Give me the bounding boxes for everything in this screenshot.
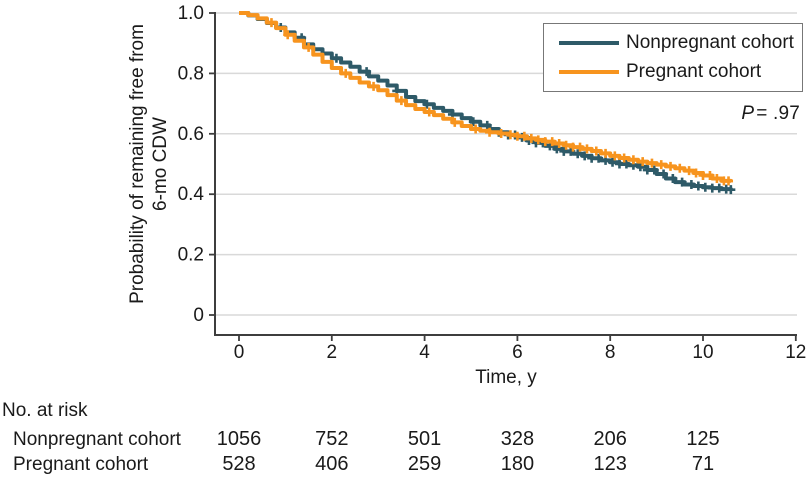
censor-mark-icon xyxy=(691,168,701,178)
censor-mark-icon xyxy=(422,99,432,109)
nonpregnant-line-swatch-icon xyxy=(559,41,619,45)
censor-mark-icon xyxy=(635,162,645,172)
censor-mark-icon xyxy=(675,163,685,173)
censor-mark-icon xyxy=(496,128,506,138)
pregnant-line-swatch-icon xyxy=(559,70,619,74)
legend-entry-pregnant: Pregnant cohort xyxy=(559,61,802,83)
censor-mark-icon xyxy=(649,165,659,175)
x-tick-label: 6 xyxy=(512,342,523,363)
y-axis-title-line2: 6-mo CDW xyxy=(150,117,171,211)
x-tick-label: 8 xyxy=(605,342,616,363)
x-tick-label: 12 xyxy=(785,342,806,363)
x-tick-label: 2 xyxy=(327,342,338,363)
risk-value: 206 xyxy=(593,428,627,450)
censor-mark-icon xyxy=(283,30,293,40)
censor-mark-icon xyxy=(468,117,478,127)
y-tick-label: 0.8 xyxy=(178,63,204,84)
censor-mark-icon xyxy=(724,176,734,186)
censor-mark-icon xyxy=(552,144,562,154)
risk-value: 1056 xyxy=(216,428,262,450)
risk-value: 71 xyxy=(691,453,715,475)
risk-row-label-nonpregnant: Nonpregnant cohort xyxy=(13,429,181,450)
censor-mark-icon xyxy=(726,185,736,195)
censor-mark-icon xyxy=(561,140,571,150)
censor-mark-icon xyxy=(573,149,583,159)
x-axis-title: Time, y xyxy=(475,367,537,388)
y-tick-label: 0.2 xyxy=(178,245,204,266)
risk-value: 752 xyxy=(315,428,349,450)
censor-mark-icon xyxy=(591,146,601,156)
censor-mark-icon xyxy=(619,153,629,163)
censor-mark-icon xyxy=(266,18,276,28)
censor-mark-icon xyxy=(554,138,564,148)
censor-mark-icon xyxy=(594,153,604,163)
censor-mark-icon xyxy=(304,42,314,52)
legend-label-nonpregnant: Nonpregnant cohort xyxy=(626,32,794,53)
x-tick-label: 0 xyxy=(234,342,245,363)
censor-mark-icon xyxy=(362,67,372,77)
censor-mark-icon xyxy=(580,151,590,161)
p-value-symbol: P xyxy=(741,103,755,124)
censor-mark-icon xyxy=(659,169,669,179)
legend-label-pregnant: Pregnant cohort xyxy=(626,61,762,82)
censor-mark-icon xyxy=(656,160,666,170)
p-value-annotation: P = .97 xyxy=(741,103,800,125)
censor-mark-icon xyxy=(610,151,620,161)
risk-value: 328 xyxy=(500,428,535,450)
censor-mark-icon xyxy=(628,155,638,165)
censor-mark-icon xyxy=(712,173,722,183)
censor-mark-icon xyxy=(482,120,492,130)
censor-mark-icon xyxy=(647,158,657,168)
censor-mark-icon xyxy=(547,137,557,147)
censor-mark-icon xyxy=(450,117,460,127)
censor-mark-icon xyxy=(505,130,515,140)
y-tick-label: 0.4 xyxy=(178,184,205,205)
censor-mark-icon xyxy=(601,148,611,158)
censor-mark-icon xyxy=(666,161,676,171)
risk-value: 123 xyxy=(593,453,627,475)
censor-mark-icon xyxy=(485,127,495,137)
x-tick-label: 10 xyxy=(692,342,713,363)
legend-entry-nonpregnant: Nonpregnant cohort xyxy=(559,32,802,54)
censor-mark-icon xyxy=(705,170,715,180)
x-tick-label: 4 xyxy=(419,342,430,363)
censor-mark-icon xyxy=(519,131,529,141)
y-axis-title: Probability of remaining free from 6-mo … xyxy=(126,0,174,334)
censor-mark-icon xyxy=(341,68,351,78)
risk-value: 259 xyxy=(407,453,442,475)
censor-mark-icon xyxy=(677,177,687,187)
risk-table-title: No. at risk xyxy=(2,400,88,421)
censor-mark-icon xyxy=(686,180,696,190)
risk-value: 528 xyxy=(222,453,256,475)
y-tick-label: 1.0 xyxy=(178,3,204,24)
censor-mark-icon xyxy=(533,135,543,145)
censor-mark-icon xyxy=(684,166,694,176)
censor-mark-icon xyxy=(582,144,592,154)
risk-row-label-pregnant: Pregnant cohort xyxy=(13,454,149,475)
risk-value: 180 xyxy=(500,453,535,475)
censor-mark-icon xyxy=(369,81,379,91)
censor-mark-icon xyxy=(638,157,648,167)
censor-mark-icon xyxy=(608,157,618,167)
censor-mark-icon xyxy=(668,173,678,183)
p-value-number: = .97 xyxy=(756,103,800,124)
censor-mark-icon xyxy=(471,124,481,134)
censor-mark-icon xyxy=(526,133,536,143)
risk-value: 125 xyxy=(686,428,720,450)
censor-mark-icon xyxy=(331,53,341,63)
risk-value: 501 xyxy=(407,428,442,450)
y-tick-label: 0.6 xyxy=(178,124,204,145)
risk-value: 406 xyxy=(315,453,349,475)
censor-mark-icon xyxy=(575,142,585,152)
censor-mark-icon xyxy=(396,96,406,106)
legend: Nonpregnant cohort Pregnant cohort xyxy=(543,23,803,92)
y-axis-title-line1: Probability of remaining free from xyxy=(127,24,148,304)
censor-mark-icon xyxy=(424,107,434,117)
y-tick-label: 0 xyxy=(193,305,204,326)
